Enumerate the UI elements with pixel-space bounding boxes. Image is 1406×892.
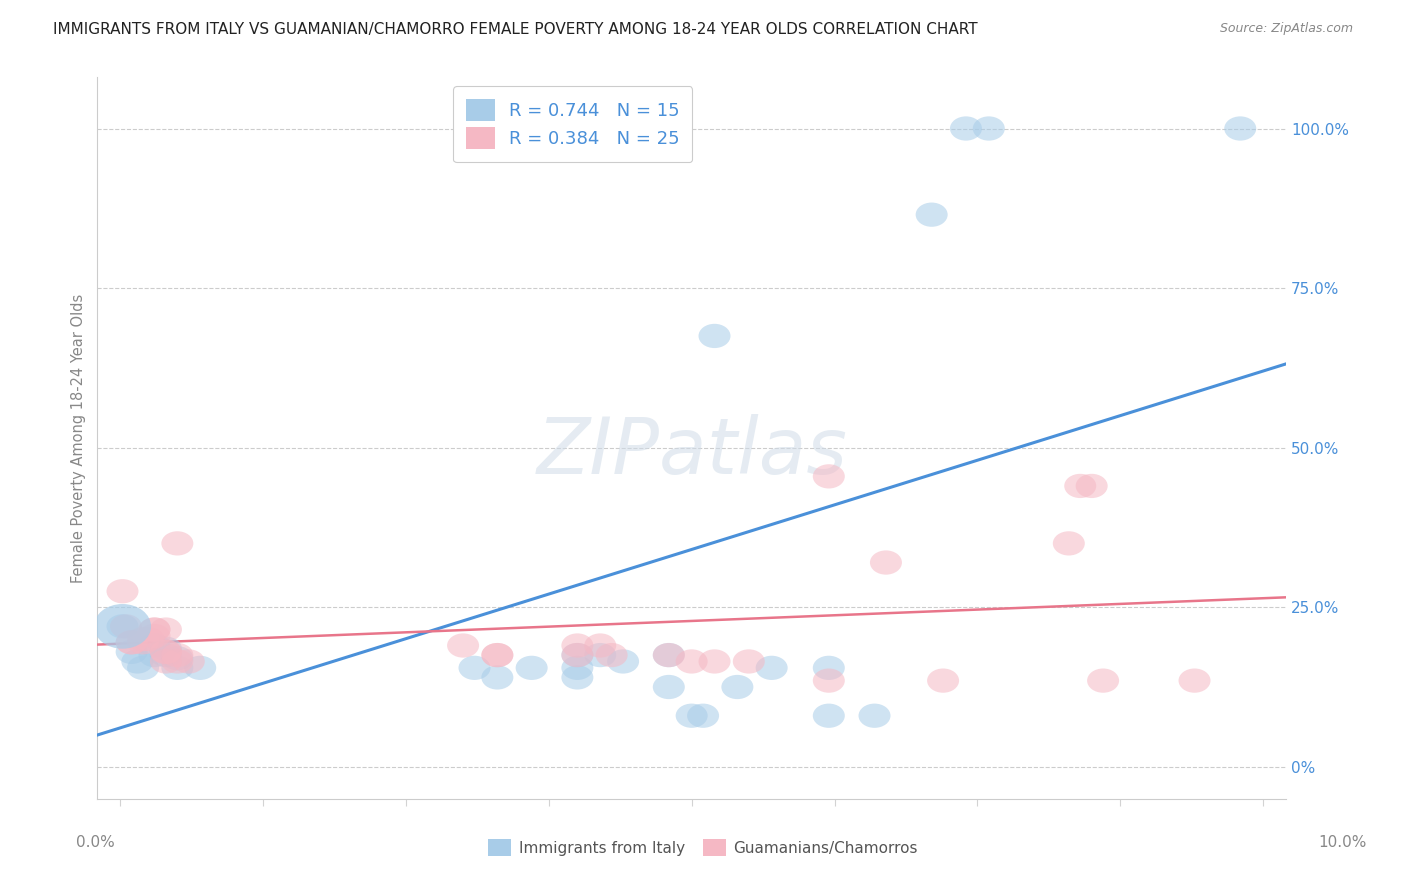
Ellipse shape: [162, 649, 194, 673]
Ellipse shape: [585, 633, 616, 657]
Ellipse shape: [127, 627, 159, 651]
Ellipse shape: [1053, 532, 1085, 556]
Ellipse shape: [139, 643, 170, 667]
Ellipse shape: [561, 633, 593, 657]
Ellipse shape: [813, 464, 845, 489]
Ellipse shape: [927, 668, 959, 693]
Text: Source: ZipAtlas.com: Source: ZipAtlas.com: [1219, 22, 1353, 36]
Ellipse shape: [1087, 668, 1119, 693]
Ellipse shape: [139, 617, 170, 641]
Ellipse shape: [184, 656, 217, 680]
Ellipse shape: [107, 615, 139, 639]
Ellipse shape: [813, 704, 845, 728]
Ellipse shape: [110, 615, 142, 639]
Ellipse shape: [150, 617, 181, 641]
Text: IMMIGRANTS FROM ITALY VS GUAMANIAN/CHAMORRO FEMALE POVERTY AMONG 18-24 YEAR OLDS: IMMIGRANTS FROM ITALY VS GUAMANIAN/CHAMO…: [53, 22, 979, 37]
Ellipse shape: [516, 656, 548, 680]
Ellipse shape: [596, 643, 627, 667]
Ellipse shape: [132, 627, 165, 651]
Ellipse shape: [162, 646, 194, 671]
Ellipse shape: [688, 704, 718, 728]
Ellipse shape: [458, 656, 491, 680]
Y-axis label: Female Poverty Among 18-24 Year Olds: Female Poverty Among 18-24 Year Olds: [72, 293, 86, 582]
Ellipse shape: [652, 643, 685, 667]
Ellipse shape: [561, 643, 593, 667]
Ellipse shape: [915, 202, 948, 227]
Ellipse shape: [733, 649, 765, 673]
Ellipse shape: [585, 643, 616, 667]
Ellipse shape: [127, 630, 159, 655]
Ellipse shape: [115, 630, 148, 655]
Ellipse shape: [699, 649, 731, 673]
Ellipse shape: [721, 675, 754, 699]
Ellipse shape: [150, 643, 181, 667]
Legend: Immigrants from Italy, Guamanians/Chamorros: Immigrants from Italy, Guamanians/Chamor…: [482, 833, 924, 862]
Ellipse shape: [652, 643, 685, 667]
Ellipse shape: [676, 704, 707, 728]
Ellipse shape: [1064, 474, 1097, 498]
Ellipse shape: [447, 633, 479, 657]
Ellipse shape: [150, 640, 181, 664]
Ellipse shape: [1178, 668, 1211, 693]
Ellipse shape: [676, 649, 707, 673]
Ellipse shape: [481, 665, 513, 690]
Ellipse shape: [139, 617, 170, 641]
Text: 10.0%: 10.0%: [1319, 836, 1367, 850]
Text: 0.0%: 0.0%: [76, 836, 115, 850]
Ellipse shape: [950, 116, 981, 141]
Ellipse shape: [127, 656, 159, 680]
Ellipse shape: [859, 704, 890, 728]
Ellipse shape: [150, 649, 181, 673]
Ellipse shape: [115, 640, 148, 664]
Ellipse shape: [561, 643, 593, 667]
Ellipse shape: [107, 579, 139, 603]
Ellipse shape: [870, 550, 901, 574]
Ellipse shape: [1076, 474, 1108, 498]
Ellipse shape: [481, 643, 513, 667]
Ellipse shape: [150, 640, 181, 664]
Ellipse shape: [607, 649, 640, 673]
Ellipse shape: [150, 637, 181, 661]
Ellipse shape: [481, 643, 513, 667]
Ellipse shape: [162, 643, 194, 667]
Ellipse shape: [162, 656, 194, 680]
Ellipse shape: [173, 649, 205, 673]
Ellipse shape: [699, 324, 731, 348]
Legend: R = 0.744   N = 15, R = 0.384   N = 25: R = 0.744 N = 15, R = 0.384 N = 25: [453, 87, 692, 162]
Ellipse shape: [973, 116, 1005, 141]
Ellipse shape: [561, 656, 593, 680]
Ellipse shape: [813, 668, 845, 693]
Text: ZIPatlas: ZIPatlas: [536, 415, 846, 491]
Ellipse shape: [115, 630, 148, 655]
Ellipse shape: [139, 624, 170, 648]
Ellipse shape: [561, 665, 593, 690]
Ellipse shape: [652, 675, 685, 699]
Ellipse shape: [813, 656, 845, 680]
Ellipse shape: [94, 604, 150, 648]
Ellipse shape: [139, 633, 170, 657]
Ellipse shape: [755, 656, 787, 680]
Ellipse shape: [162, 532, 194, 556]
Ellipse shape: [1225, 116, 1256, 141]
Ellipse shape: [121, 649, 153, 673]
